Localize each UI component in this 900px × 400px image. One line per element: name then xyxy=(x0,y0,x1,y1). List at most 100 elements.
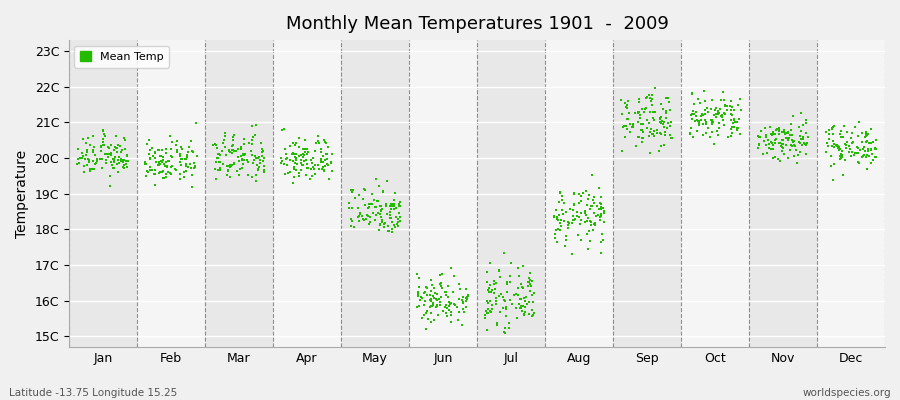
Point xyxy=(785,131,799,138)
Point xyxy=(344,216,358,222)
Point xyxy=(580,230,595,237)
Point xyxy=(213,159,228,165)
Point xyxy=(796,134,810,140)
Point xyxy=(858,134,872,140)
Point xyxy=(292,172,306,179)
Point xyxy=(211,154,225,161)
Point xyxy=(696,112,710,118)
Point xyxy=(347,195,362,201)
Point xyxy=(418,288,432,295)
Point xyxy=(785,136,799,143)
Point xyxy=(652,119,667,125)
Point xyxy=(855,154,869,160)
Point xyxy=(618,100,633,106)
Point xyxy=(654,101,669,108)
Point xyxy=(824,153,838,159)
Point xyxy=(233,166,248,172)
Point xyxy=(249,172,264,178)
Point xyxy=(571,232,585,238)
Point xyxy=(287,166,302,172)
Point xyxy=(659,114,673,121)
Point xyxy=(286,150,301,156)
Point xyxy=(868,137,883,143)
Point xyxy=(180,152,194,159)
Point xyxy=(801,134,815,140)
Point xyxy=(644,97,659,104)
Point xyxy=(428,317,442,324)
Point xyxy=(655,106,670,112)
Point xyxy=(304,166,319,172)
Point xyxy=(761,145,776,151)
Point xyxy=(379,201,393,207)
Point xyxy=(772,128,787,134)
Point xyxy=(635,129,650,135)
Point xyxy=(153,153,167,159)
Point xyxy=(832,147,846,153)
Point xyxy=(295,154,310,161)
Point xyxy=(659,94,673,101)
Point xyxy=(659,110,673,116)
Point xyxy=(868,154,882,161)
Point xyxy=(482,300,496,306)
Point xyxy=(433,272,447,278)
Point xyxy=(838,145,852,152)
Point xyxy=(206,142,220,148)
Point xyxy=(138,161,152,167)
Point xyxy=(518,294,533,300)
Point xyxy=(211,150,225,157)
Point xyxy=(851,149,866,156)
Point xyxy=(773,140,788,146)
Point xyxy=(794,128,808,134)
Point xyxy=(156,156,170,163)
Point xyxy=(289,157,303,163)
Point xyxy=(548,235,562,241)
Point xyxy=(693,113,707,120)
Point xyxy=(792,133,806,139)
Point xyxy=(434,294,448,300)
Point xyxy=(369,176,383,182)
Point xyxy=(252,164,266,170)
Point xyxy=(819,148,833,155)
Point xyxy=(163,170,177,176)
Point xyxy=(414,294,428,300)
Point xyxy=(794,110,808,116)
Point xyxy=(390,221,404,228)
Point xyxy=(634,106,649,112)
Point xyxy=(152,161,166,167)
Point xyxy=(418,310,433,316)
Point xyxy=(164,164,178,170)
Point xyxy=(389,204,403,211)
Point xyxy=(523,288,537,294)
Point xyxy=(835,152,850,158)
Point xyxy=(389,214,403,220)
Point xyxy=(850,144,864,150)
Point xyxy=(232,172,247,178)
Point xyxy=(555,197,570,203)
Point xyxy=(417,312,431,318)
Bar xyxy=(749,40,817,347)
Point xyxy=(838,156,852,163)
Point xyxy=(547,214,562,220)
Point xyxy=(438,302,453,308)
Point xyxy=(387,205,401,212)
Point xyxy=(632,109,646,115)
Point xyxy=(241,140,256,146)
Point xyxy=(461,292,475,299)
Point xyxy=(143,164,157,170)
Point xyxy=(596,205,610,211)
Point xyxy=(775,137,789,143)
Point xyxy=(635,121,650,128)
Point xyxy=(621,98,635,104)
Point xyxy=(323,160,338,166)
Point xyxy=(170,138,184,144)
Point xyxy=(860,132,874,139)
Point xyxy=(583,218,598,224)
Point xyxy=(158,171,173,178)
Point xyxy=(798,130,813,137)
Point xyxy=(444,265,458,272)
Point xyxy=(351,214,365,220)
Point xyxy=(119,158,133,164)
Point xyxy=(504,260,518,266)
Point xyxy=(438,289,453,296)
Point xyxy=(698,88,712,94)
